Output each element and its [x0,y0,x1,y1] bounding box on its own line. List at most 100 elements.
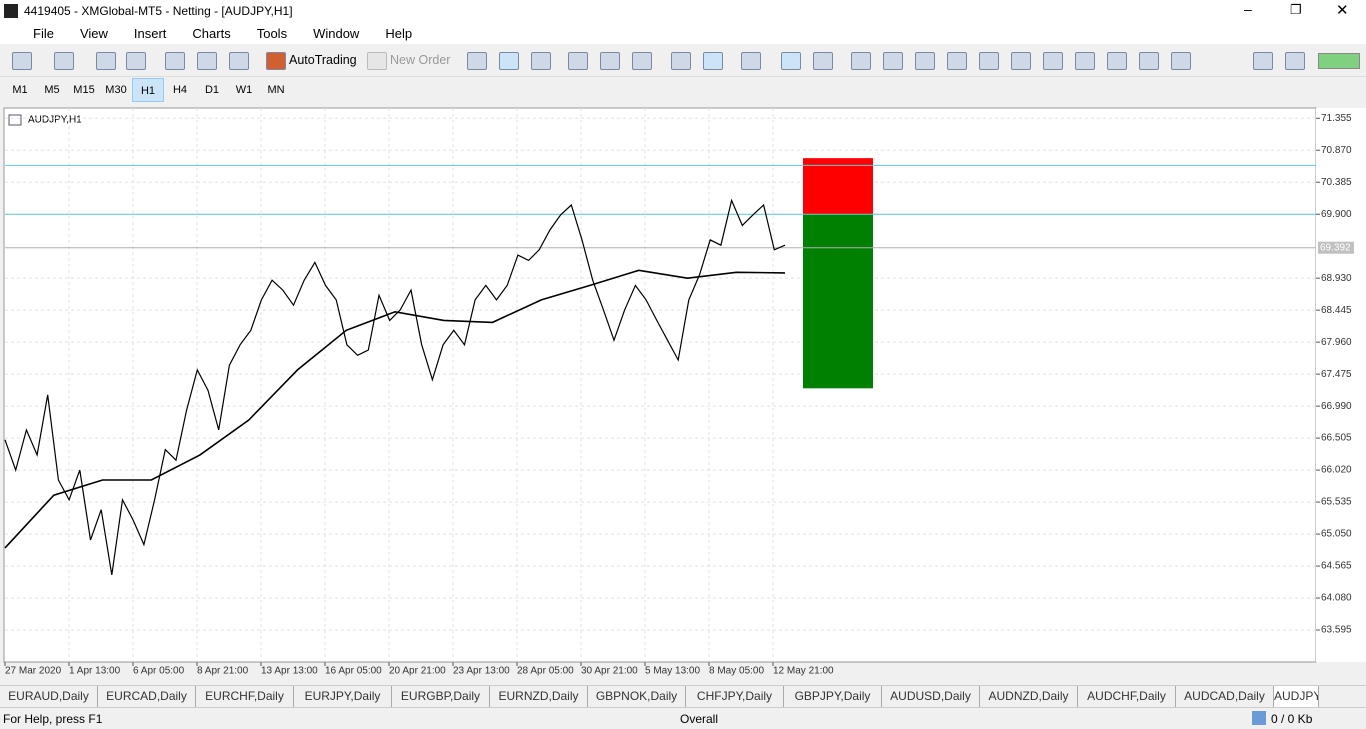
menu-item[interactable]: Tools [256,25,288,41]
x-tick-label: 13 Apr 13:00 [261,666,318,677]
new-chart[interactable] [12,52,32,70]
chart-tab[interactable]: AUDNZD,Daily [980,686,1078,707]
x-tick-label: 5 May 13:00 [645,666,700,677]
current-price-label: 69.392 [1320,242,1351,253]
navigator[interactable] [126,52,146,70]
menu-item[interactable]: View [79,25,108,41]
chart-tab[interactable]: EURGBP,Daily [392,686,490,707]
zoom-out[interactable] [600,52,620,70]
line-chart[interactable] [531,52,551,70]
y-tick-label: 63.595 [1321,625,1352,636]
chart-tab[interactable]: CHFJPY,Daily [686,686,784,707]
y-tick-label: 70.870 [1321,145,1352,156]
timeframe-button[interactable]: M30 [105,84,127,96]
trendline[interactable] [915,52,935,70]
chart-tab[interactable]: AUDCHF,Daily [1078,686,1176,707]
chart-tab[interactable]: EURCHF,Daily [196,686,294,707]
traffic: 0 / 0 Kb [1271,712,1313,726]
candles[interactable] [499,52,519,70]
elliott[interactable] [1075,52,1095,70]
close[interactable]: ✕ [1336,2,1349,19]
timeframe-button[interactable]: D1 [204,84,220,96]
vertical-line[interactable] [851,52,871,70]
text[interactable] [1011,52,1031,70]
horizontal-line[interactable] [883,52,903,70]
y-tick-label: 66.020 [1321,465,1352,476]
autotrading-button[interactable]: AutoTrading [289,53,357,67]
chart-tab[interactable]: AUDJPY,H1 [1274,686,1319,707]
y-tick-label: 69.900 [1321,209,1352,220]
timeframe-button[interactable]: M1 [12,84,28,96]
x-tick-label: 8 Apr 21:00 [197,666,249,677]
chart: AUDJPY,H1 71.355 70.870 70.385 69.900 68.930… [0,104,1366,684]
equidistant[interactable] [947,52,967,70]
fibonacci[interactable] [979,52,999,70]
timeframe-button[interactable]: MN [267,84,285,96]
menu-item[interactable]: Charts [192,25,231,41]
y-tick-label: 65.535 [1321,497,1352,508]
chart-tab[interactable]: EURCAD,Daily [98,686,196,707]
x-tick-label: 28 Apr 05:00 [517,666,574,677]
chart-tab[interactable]: AUDUSD,Daily [882,686,980,707]
indicators[interactable] [741,52,761,70]
toolbar: AutoTrading New Order [0,44,1366,77]
chart-tab[interactable]: AUDCAD,Daily [1176,686,1274,707]
x-tick-label: 8 May 05:00 [709,666,764,677]
current-price-box [1318,241,1354,254]
bar-chart[interactable] [467,52,487,70]
crosshair[interactable] [813,52,833,70]
chart-icon [8,114,22,126]
x-tick-label: 20 Apr 21:00 [389,666,446,677]
signals[interactable] [197,52,217,70]
moving-average [4,269,786,549]
profiles[interactable] [54,52,74,70]
menu-item[interactable]: Window [313,25,360,41]
arrow[interactable] [1139,52,1159,70]
price-scale [1316,108,1366,662]
timeframe-button[interactable]: W1 [235,84,253,96]
hosting[interactable] [229,52,249,70]
chart-tab[interactable]: EURNZD,Daily [490,686,588,707]
rectangle[interactable] [1107,52,1127,70]
chart-tab[interactable]: EURAUD,Daily [0,686,98,707]
shapes[interactable] [1043,52,1063,70]
profile: Overall [680,712,719,726]
chart-tab[interactable]: EURJPY,Daily [294,686,392,707]
timeframe-button[interactable]: H4 [172,84,188,96]
minimize[interactable]: – [1244,1,1252,17]
connection [1318,53,1360,69]
chat[interactable] [1285,52,1305,70]
y-tick-label: 66.505 [1321,433,1352,444]
chart-tab[interactable]: GBPNOK,Daily [588,686,686,707]
menu-item[interactable]: File [33,25,54,41]
maximize[interactable]: ❐ [1290,2,1302,17]
tile[interactable] [632,52,652,70]
zoom-in[interactable] [568,52,588,70]
menu-item[interactable]: Insert [133,25,167,41]
search[interactable] [1253,52,1273,70]
new-order-button[interactable]: New Order [390,53,451,67]
chart-tab[interactable]: GBPJPY,Daily [784,686,882,707]
window-title: 4419405 - XMGlobal-MT5 - Netting - [AUDJ… [24,4,293,18]
cursor[interactable] [781,52,801,70]
traffic-icon [1252,711,1266,725]
more-tools[interactable] [1171,52,1191,70]
menu-item[interactable]: Help [385,25,413,41]
help-text: For Help, press F1 [3,712,103,726]
timeframe-button[interactable]: M5 [44,84,60,96]
x-tick-label: 12 May 21:00 [773,666,834,677]
timeframe-button[interactable]: H1 [132,78,164,102]
new-order-icon[interactable] [367,52,387,70]
x-tick-label: 30 Apr 21:00 [581,666,638,677]
timeframe-button[interactable]: M15 [73,84,95,96]
autotrading-icon[interactable] [266,52,286,70]
x-tick-label: 6 Apr 05:00 [133,666,185,677]
price-line [4,198,786,575]
scroll[interactable] [671,52,691,70]
market-watch[interactable] [96,52,116,70]
x-tick-label: 1 Apr 13:00 [69,666,121,677]
shift[interactable] [703,52,723,70]
stop-loss-zone [803,158,873,215]
strategy[interactable] [165,52,185,70]
